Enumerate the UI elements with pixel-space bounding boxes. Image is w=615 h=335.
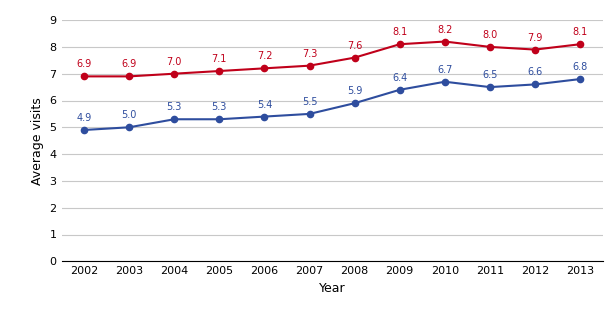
- Text: 6.8: 6.8: [573, 62, 588, 72]
- Line: PAC: PAC: [81, 39, 583, 79]
- PAC: [531, 48, 539, 52]
- Text: 8.0: 8.0: [482, 30, 498, 40]
- Text: 6.9: 6.9: [122, 59, 137, 69]
- Text: 8.1: 8.1: [392, 27, 407, 37]
- Line: Community: Community: [81, 76, 583, 133]
- Text: 7.1: 7.1: [212, 54, 227, 64]
- Y-axis label: Average visits: Average visits: [31, 97, 44, 185]
- PAC: [351, 56, 359, 60]
- PAC: [125, 74, 133, 78]
- Text: 4.9: 4.9: [76, 113, 92, 123]
- Text: 5.4: 5.4: [256, 99, 272, 110]
- Text: 6.6: 6.6: [528, 67, 542, 77]
- PAC: [170, 72, 178, 76]
- PAC: [306, 64, 313, 68]
- PAC: [396, 42, 403, 46]
- Text: 7.3: 7.3: [302, 49, 317, 59]
- PAC: [441, 40, 448, 44]
- Community: [396, 88, 403, 92]
- Text: 5.9: 5.9: [347, 86, 362, 96]
- Text: 6.9: 6.9: [76, 59, 92, 69]
- Text: 6.7: 6.7: [437, 65, 453, 75]
- Community: [306, 112, 313, 116]
- Community: [81, 128, 88, 132]
- Community: [531, 82, 539, 86]
- Community: [441, 80, 448, 84]
- X-axis label: Year: Year: [319, 282, 346, 295]
- Community: [261, 115, 268, 119]
- Text: 7.0: 7.0: [167, 57, 182, 67]
- Text: 7.9: 7.9: [527, 32, 542, 43]
- PAC: [261, 66, 268, 70]
- PAC: [576, 42, 584, 46]
- PAC: [486, 45, 494, 49]
- Text: 7.2: 7.2: [256, 51, 272, 61]
- PAC: [216, 69, 223, 73]
- Text: 6.4: 6.4: [392, 73, 407, 83]
- Text: 5.3: 5.3: [167, 102, 182, 112]
- Community: [125, 125, 133, 129]
- PAC: [81, 74, 88, 78]
- Text: 5.0: 5.0: [121, 110, 137, 120]
- Community: [576, 77, 584, 81]
- Community: [486, 85, 494, 89]
- Text: 7.6: 7.6: [347, 41, 362, 51]
- Text: 8.2: 8.2: [437, 24, 453, 35]
- Community: [170, 117, 178, 121]
- Text: 5.3: 5.3: [212, 102, 227, 112]
- Text: 6.5: 6.5: [482, 70, 498, 80]
- Community: [216, 117, 223, 121]
- Text: 8.1: 8.1: [573, 27, 588, 37]
- Text: 5.5: 5.5: [302, 97, 317, 107]
- Community: [351, 101, 359, 105]
